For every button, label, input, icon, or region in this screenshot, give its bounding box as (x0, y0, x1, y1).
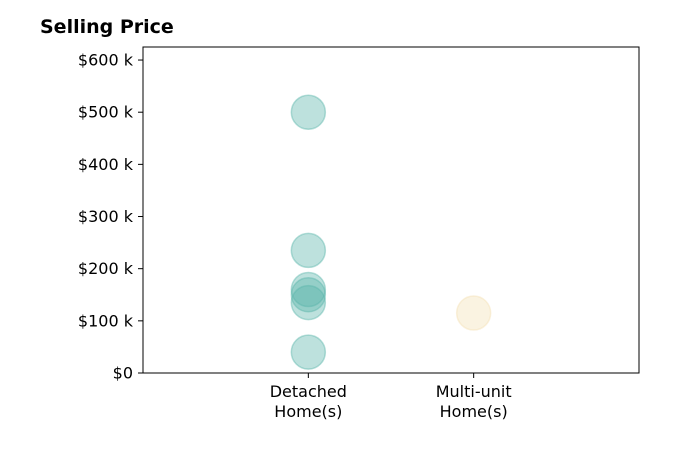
y-tick-label: $300 k (78, 207, 134, 226)
data-point (290, 277, 327, 313)
y-tick-label: $200 k (78, 259, 134, 278)
y-tick-label: $600 k (78, 51, 134, 70)
y-tick-label: $500 k (78, 103, 134, 122)
x-tick-label: Multi-unit Home(s) (436, 382, 512, 421)
data-points (290, 94, 492, 370)
data-point (455, 295, 492, 331)
y-tick-label: $400 k (78, 155, 134, 174)
data-point (290, 271, 327, 308)
chart-title: Selling Price (40, 16, 174, 38)
y-axis: $0 $100 k $200 k $300 k $400 k $500 k $600 k (78, 51, 143, 383)
data-point (290, 334, 327, 370)
y-tick-label: $100 k (78, 311, 134, 330)
x-tick-label: Detached Home(s) (270, 382, 347, 421)
y-tick-label: $0 (113, 364, 133, 383)
plot-frame (142, 46, 640, 374)
data-point (290, 232, 327, 269)
data-point (290, 94, 327, 130)
data-point (290, 284, 327, 321)
x-axis: Detached Home(s) Multi-unit Home(s) (270, 373, 512, 421)
